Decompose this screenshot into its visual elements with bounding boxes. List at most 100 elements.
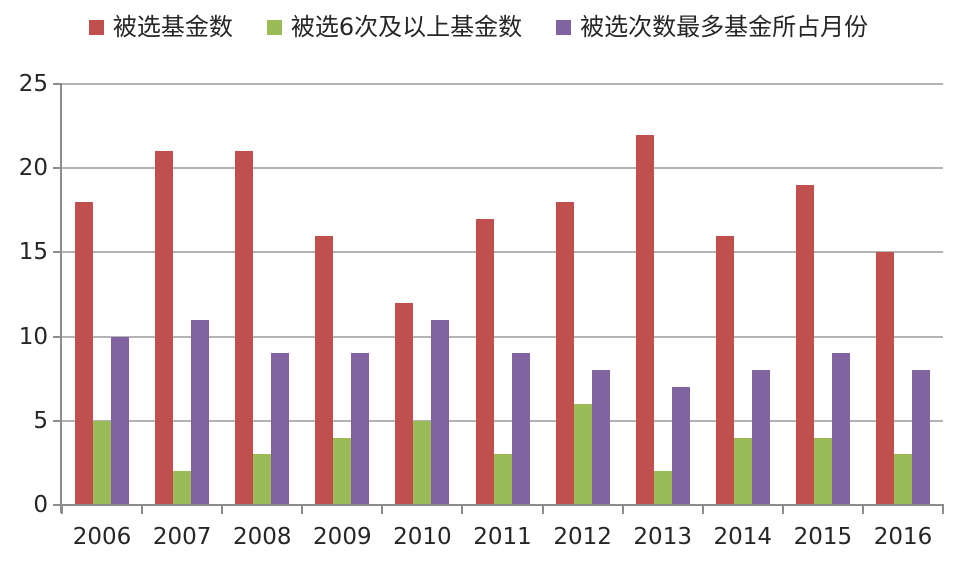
bar	[635, 134, 654, 505]
bar	[413, 420, 432, 505]
y-tick-label: 25	[18, 71, 48, 97]
bar	[653, 471, 672, 505]
y-tick-mark	[53, 167, 62, 170]
bar	[831, 353, 850, 505]
bar	[733, 437, 752, 505]
x-tick-label: 2012	[553, 524, 612, 550]
bar-group	[783, 84, 863, 505]
bar-group	[703, 84, 783, 505]
bar	[235, 151, 254, 505]
x-tick-mark	[781, 504, 784, 514]
y-tick-label: 10	[18, 323, 48, 350]
bar	[351, 353, 370, 505]
y-axis-line	[60, 84, 62, 513]
bar	[511, 353, 530, 505]
x-tick-label: 2007	[152, 524, 212, 550]
y-tick-mark	[53, 335, 62, 338]
x-tick-label: 2008	[232, 524, 292, 550]
bar	[813, 437, 832, 505]
y-tick-label: 0	[33, 492, 48, 518]
x-axis-labels: 2006 2007 2008 2009 2010 2011 2012 2013 2014 2015…	[62, 522, 943, 552]
bar	[191, 319, 210, 505]
x-tick-mark	[461, 504, 464, 514]
y-tick-mark	[53, 251, 62, 254]
y-tick-mark	[53, 504, 62, 506]
bar	[875, 252, 894, 505]
bar	[173, 471, 192, 505]
y-tick-label: 20	[18, 155, 48, 182]
bar	[395, 302, 414, 505]
bar	[431, 319, 450, 505]
bar	[155, 151, 174, 505]
bar	[333, 437, 352, 505]
y-tick-mark	[53, 419, 62, 422]
bar	[911, 370, 930, 505]
bar	[493, 454, 512, 505]
legend-item-series-3: 被选次数最多基金所占月份	[556, 12, 868, 42]
bar	[591, 370, 610, 505]
x-tick-mark	[701, 504, 704, 514]
x-tick-label: 2015	[793, 524, 853, 550]
legend-swatch-icon	[556, 19, 572, 35]
bar-group	[462, 84, 542, 505]
bar	[93, 420, 112, 505]
bar	[271, 353, 290, 505]
x-axis-line	[53, 504, 943, 506]
gridline	[62, 419, 943, 422]
x-tick-label: 2010	[393, 524, 452, 550]
legend-swatch-icon	[266, 19, 282, 35]
bar	[893, 454, 912, 505]
x-tick-mark	[621, 504, 624, 514]
bar-group	[222, 84, 302, 505]
bar	[253, 454, 272, 505]
legend-item-series-1: 被选基金数	[88, 12, 233, 42]
x-tick-label: 2011	[473, 524, 532, 550]
bar	[475, 218, 494, 505]
x-tick-mark	[541, 504, 544, 514]
plot-area	[62, 83, 943, 505]
x-tick-label: 2016	[873, 524, 933, 550]
y-tick-label: 15	[18, 239, 48, 266]
x-tick-mark	[61, 504, 63, 514]
gridline	[62, 251, 943, 254]
bar	[573, 403, 592, 505]
legend-label: 被选次数最多基金所占月份	[580, 13, 869, 41]
x-tick-label: 2014	[713, 524, 773, 550]
bar-group	[543, 84, 623, 505]
bar-group	[302, 84, 382, 505]
x-tick-mark	[141, 504, 144, 514]
chart-legend: 被选基金数 被选6次及以上基金数 被选次数最多基金所占月份	[0, 12, 957, 42]
bar-group	[863, 84, 943, 505]
legend-swatch-icon	[88, 19, 104, 35]
x-tick-label: 2013	[633, 524, 692, 550]
legend-label: 被选6次及以上基金数	[290, 13, 523, 41]
x-tick-mark	[301, 504, 304, 514]
bar	[555, 201, 574, 505]
gridline	[62, 167, 943, 170]
x-tick-mark	[381, 504, 384, 514]
bar	[315, 235, 334, 505]
bar	[111, 336, 130, 505]
gridline	[62, 83, 943, 85]
bar	[671, 387, 690, 505]
gridline	[62, 335, 943, 338]
bar-group	[142, 84, 222, 505]
x-tick-mark	[221, 504, 224, 514]
y-tick-label: 5	[33, 407, 48, 434]
y-tick-mark	[53, 83, 62, 85]
legend-label: 被选基金数	[112, 13, 233, 41]
x-tick-mark	[942, 504, 944, 514]
bar	[795, 185, 814, 505]
bar-group	[382, 84, 462, 505]
bar	[75, 201, 94, 505]
bar	[715, 235, 734, 505]
x-tick-mark	[861, 504, 864, 514]
x-tick-label: 2009	[313, 524, 372, 550]
bar	[751, 370, 770, 505]
legend-item-series-2: 被选6次及以上基金数	[266, 12, 523, 42]
bar-groups	[62, 84, 943, 505]
bar-group	[623, 84, 703, 505]
x-tick-label: 2006	[72, 524, 132, 550]
bar-group	[62, 84, 142, 505]
